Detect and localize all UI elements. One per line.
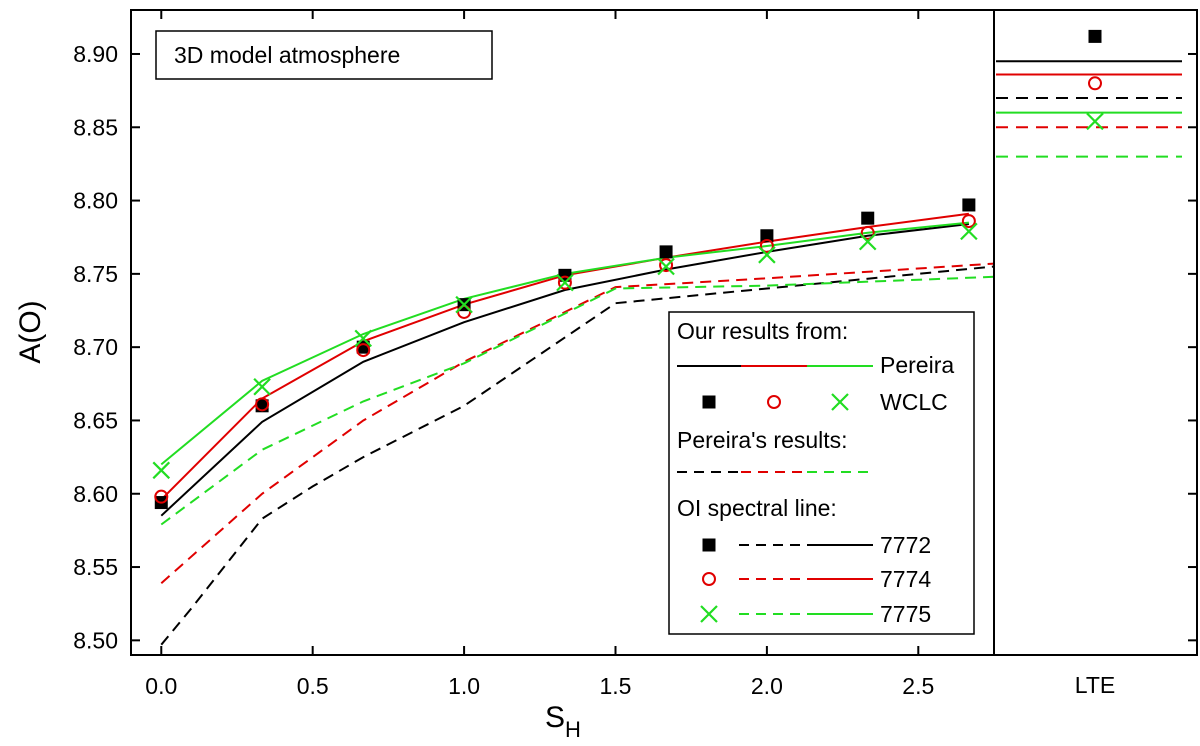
- data-point-7772-square: [760, 229, 774, 243]
- y-tick-label: 8.85: [73, 114, 118, 140]
- legend-row-marker-7774: [702, 572, 716, 586]
- data-point-7775-cross-stroke-b: [354, 329, 373, 348]
- data-point-7775-cross: [556, 273, 574, 292]
- chart-title: 3D model atmosphere: [174, 42, 400, 68]
- data-point-7772-square: [659, 245, 673, 259]
- data-point-7774-circle: [557, 275, 572, 290]
- data-point-7775-cross-stroke-b: [657, 257, 675, 276]
- data-point-7775-cross-stroke-b: [556, 273, 574, 292]
- title-box: 3D model atmosphere: [155, 30, 493, 80]
- series-line-7774-dashed: [160, 262, 994, 584]
- series-line-7772-dashed: [160, 265, 994, 646]
- series-line-7775-dashed: [160, 275, 994, 526]
- data-point-7772-square: [861, 211, 875, 225]
- data-point-7775-cross-stroke-b: [152, 461, 171, 480]
- y-tick-label: 8.55: [73, 554, 118, 580]
- data-point-7775-cross: [657, 257, 675, 276]
- y-axis-label: A(O): [14, 300, 47, 363]
- y-tick-label: 8.80: [73, 188, 118, 214]
- data-point-7775-cross: [354, 329, 373, 348]
- data-point-7774-circle: [154, 489, 169, 504]
- legend-wclc-marker-7775: [831, 393, 849, 411]
- series-line-7772-solid: [160, 223, 970, 517]
- lte-point-7775-cross: [1086, 112, 1104, 131]
- data-point-7775-cross: [152, 461, 171, 480]
- legend-wclc-marker-7772: [702, 395, 716, 409]
- y-tick-label: 8.60: [73, 481, 118, 507]
- data-point-7775-cross: [858, 232, 877, 251]
- data-point-7774-circle: [860, 225, 875, 240]
- lte-point-7774-circle: [1088, 76, 1102, 91]
- x-tick-label: 0.5: [297, 673, 329, 699]
- data-point-7772-square: [962, 198, 976, 212]
- legend-wclc-marker-7774: [767, 395, 781, 409]
- data-point-7774-circle: [961, 214, 976, 229]
- data-point-7775-cross-stroke-b: [455, 295, 473, 314]
- data-point-7775-cross: [758, 246, 776, 264]
- legend-wclc-swatch: [702, 393, 849, 411]
- legend: Our results from: Pereira WCLC Pereira's…: [668, 311, 975, 635]
- data-point-7774-circle: [759, 239, 774, 254]
- legend-label-wclc: WCLC: [880, 389, 948, 415]
- legend-row-marker-7772: [702, 538, 716, 552]
- data-point-7775-cross: [960, 222, 978, 241]
- data-point-7775-cross: [253, 377, 271, 396]
- x-tick-label: 2.5: [902, 673, 934, 699]
- data-point-7775-cross-stroke-b: [253, 377, 271, 396]
- x-tick-label: 1.0: [448, 673, 480, 699]
- lte-label: LTE: [1075, 672, 1115, 698]
- data-point-7775-cross-stroke-b: [960, 222, 978, 241]
- lte-panel: LTE: [993, 9, 1198, 698]
- data-point-7774-circle: [255, 397, 270, 412]
- main-plot-area: 0.0 0.5 1.0 1.5 2.0 2.5 8.50 8.55 8.60 8.65 8.70 8…: [73, 9, 1197, 699]
- legend-heading-pereira-results: Pereira's results:: [677, 427, 848, 453]
- legend-row-label-7772: 7772: [880, 532, 931, 558]
- data-point-7774-circle: [659, 258, 674, 273]
- y-tick-label: 8.70: [73, 334, 118, 360]
- x-axis-label-subscript: H: [565, 717, 581, 742]
- y-tick-label: 8.75: [73, 261, 118, 287]
- lte-panel-frame: [993, 9, 1198, 656]
- lte-point-7772-square: [1088, 29, 1102, 43]
- legend-row-marker-7775-stroke-b: [700, 605, 718, 623]
- y-tick-label: 8.65: [73, 407, 118, 433]
- y-tick-label: 8.90: [73, 41, 118, 67]
- legend-row-label-7774: 7774: [880, 566, 931, 592]
- x-tick-label: 2.0: [751, 673, 783, 699]
- legend-heading-spectral-line: OI spectral line:: [677, 495, 837, 521]
- data-point-7775-cross: [455, 295, 473, 314]
- legend-row-marker-7775: [700, 605, 718, 623]
- legend-heading-our-results: Our results from:: [677, 318, 848, 344]
- data-point-7774-circle: [356, 343, 371, 358]
- legend-row-label-7775: 7775: [880, 601, 931, 627]
- x-axis-label-main: S: [545, 701, 565, 734]
- x-tick-label: 1.5: [599, 673, 631, 699]
- legend-label-pereira: Pereira: [880, 352, 954, 378]
- y-tick-label: 8.50: [73, 627, 118, 653]
- lte-point-7775-cross-stroke-b: [1086, 112, 1104, 131]
- data-point-7775-cross-stroke-b: [758, 246, 776, 264]
- x-axis-label: SH: [545, 701, 581, 742]
- data-point-7775-cross-stroke-b: [858, 232, 877, 251]
- x-tick-label: 0.0: [145, 673, 177, 699]
- legend-wclc-marker-7775-stroke-b: [831, 393, 849, 411]
